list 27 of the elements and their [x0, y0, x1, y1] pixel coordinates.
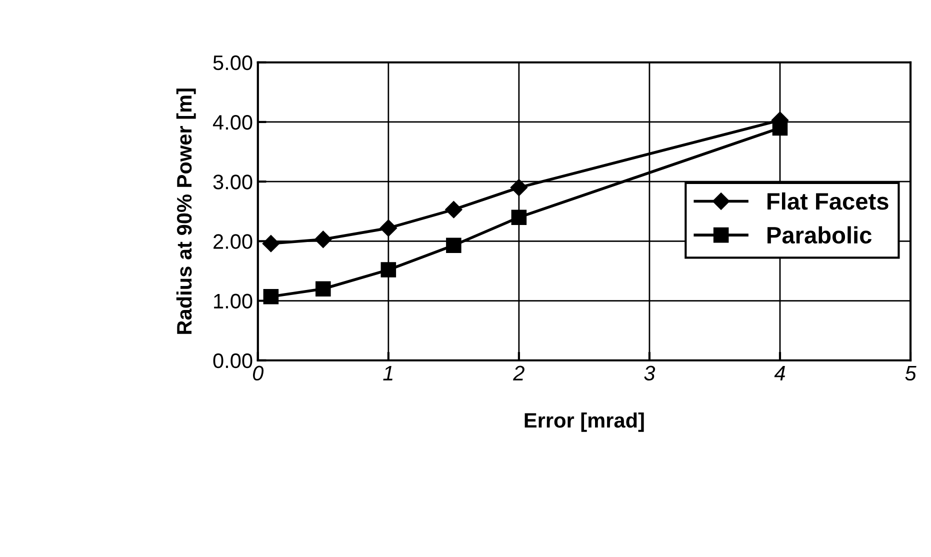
- x-tick-label: 0: [253, 366, 264, 381]
- point: [446, 238, 462, 253]
- y-tick-label: 5.00: [213, 55, 252, 70]
- x-tick-label: 3: [644, 366, 656, 381]
- y-axis-title: Radius at 90% Power [m]: [176, 88, 196, 334]
- point: [314, 230, 332, 248]
- point: [380, 220, 397, 237]
- point: [316, 281, 331, 296]
- x-tick-label: 4: [774, 366, 786, 380]
- legend-label: Parabolic: [768, 226, 872, 244]
- point: [445, 201, 462, 218]
- x-tick-label: 1: [383, 366, 392, 380]
- y-tick-label: 4.00: [212, 114, 252, 130]
- y-tick-label: 0.00: [213, 353, 252, 368]
- legend-label: Flat Facets: [768, 192, 888, 210]
- y-tick-label: 3.00: [213, 174, 252, 190]
- y-tick-label: 2.00: [214, 234, 252, 249]
- point: [772, 120, 788, 136]
- point: [511, 210, 527, 225]
- point: [262, 235, 280, 252]
- x-axis-title: Error [mrad]: [524, 412, 644, 432]
- y-tick-label: 1.00: [214, 294, 252, 309]
- point: [510, 178, 528, 196]
- x-tick-label: 5: [905, 366, 916, 381]
- point: [380, 262, 396, 278]
- x-tick-label: 2: [513, 366, 524, 380]
- point: [263, 288, 279, 304]
